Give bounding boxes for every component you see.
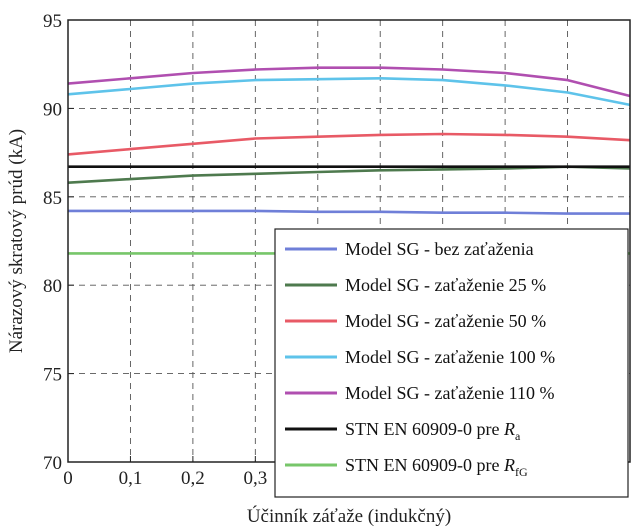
x-tick-label: 0,1 bbox=[119, 468, 143, 489]
y-tick-label: 90 bbox=[43, 99, 62, 120]
legend-label: STN EN 60909-0 pre RfG bbox=[345, 455, 528, 479]
legend-label: Model SG - zaťaženie 50 % bbox=[345, 311, 546, 331]
legend-label: Model SG - zaťaženie 100 % bbox=[345, 347, 555, 367]
x-tick-label: 0,2 bbox=[181, 468, 205, 489]
y-tick-label: 95 bbox=[43, 11, 62, 32]
y-tick-label: 80 bbox=[43, 276, 62, 297]
y-tick-label: 85 bbox=[43, 188, 62, 209]
series-line-3 bbox=[67, 132, 631, 156]
x-tick-label: 0 bbox=[63, 468, 73, 489]
series-line-4 bbox=[67, 77, 631, 107]
series-line-5 bbox=[67, 66, 631, 98]
legend-label: STN EN 60909-0 pre Ra bbox=[345, 419, 521, 443]
legend: Model SG - bez zaťaženia Model SG - zaťaž… bbox=[274, 228, 629, 498]
series-line-1 bbox=[68, 209, 630, 215]
legend-label: Model SG - bez zaťaženia bbox=[345, 239, 534, 259]
legend-box bbox=[274, 228, 629, 498]
y-tick-label: 70 bbox=[43, 453, 62, 474]
legend-label: Model SG - zaťaženie 110 % bbox=[345, 383, 554, 403]
y-tick-label: 75 bbox=[43, 365, 62, 386]
x-tick-label: 0,3 bbox=[243, 468, 267, 489]
x-axis-label: Účinník záťaže (indukčný) bbox=[247, 505, 451, 527]
y-axis-label: Nárazový skratový prúd (kA) bbox=[6, 129, 27, 353]
legend-label: Model SG - zaťaženie 25 % bbox=[345, 275, 546, 295]
